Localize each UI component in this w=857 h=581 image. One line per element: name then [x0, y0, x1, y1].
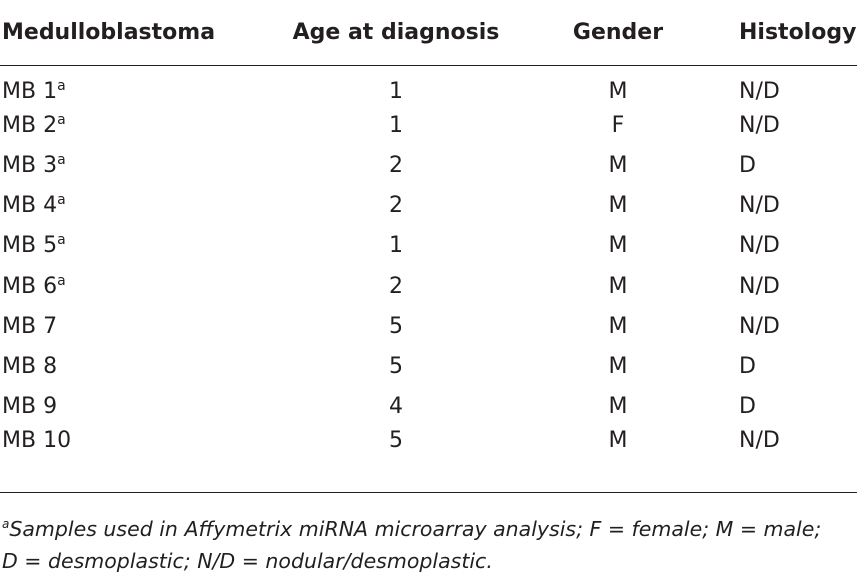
cell-gender: M: [608, 78, 628, 104]
cell-histology: N/D: [739, 112, 780, 138]
footnote-text-1: Samples used in Affymetrix miRNA microar…: [9, 517, 822, 541]
table-header: Medulloblastoma Age at diagnosis Gender …: [0, 0, 857, 66]
footnote-marker: a: [57, 272, 66, 289]
table-row: MB 10 5 M N/D: [0, 427, 857, 467]
cell-gender: M: [608, 273, 628, 299]
cell-histology: N/D: [739, 78, 780, 104]
cell-age: 1: [389, 78, 403, 104]
cell-gender: M: [608, 152, 628, 178]
column-header-histology: Histology: [708, 0, 857, 66]
sample-name: MB 6: [2, 273, 58, 299]
column-header-age: Age at diagnosis: [264, 0, 528, 66]
sample-name: MB 5: [2, 233, 58, 259]
column-header-medulloblastoma: Medulloblastoma: [0, 0, 264, 66]
cell-age: 5: [389, 353, 403, 379]
footnote-line-1: aSamples used in Affymetrix miRNA microa…: [2, 513, 852, 545]
cell-age: 2: [389, 152, 403, 178]
cell-medulloblastoma: MB 4a: [0, 186, 264, 226]
cell-histology: N/D: [739, 428, 780, 454]
footnote-mark: a: [2, 517, 10, 531]
cell-age: 2: [389, 273, 403, 299]
table-body: MB 1a 1 M N/D MB 2a 1 F N/D MB 3a 2 M D MB 4a 2 M N/D MB…: [0, 65, 857, 467]
cell-gender: F: [611, 112, 625, 138]
cell-histology: N/D: [739, 313, 780, 339]
table-row: MB 1a 1 M N/D: [0, 65, 857, 105]
footnote-marker: a: [57, 77, 66, 94]
cell-gender: M: [608, 233, 628, 259]
cell-age: 1: [389, 112, 403, 138]
footnote-marker: a: [57, 192, 66, 209]
cell-histology: N/D: [739, 193, 780, 219]
header-row: Medulloblastoma Age at diagnosis Gender …: [0, 0, 857, 66]
cell-gender: M: [608, 353, 628, 379]
cell-medulloblastoma: MB 8: [0, 346, 264, 386]
cell-age: 5: [389, 313, 403, 339]
cell-histology: N/D: [739, 273, 780, 299]
footnote-marker: a: [57, 232, 66, 249]
data-table-container: Medulloblastoma Age at diagnosis Gender …: [0, 0, 857, 467]
cell-histology: N/D: [739, 233, 780, 259]
footnote-line-2: D = desmoplastic; N/D = nodular/desmopla…: [2, 549, 493, 573]
table-row: MB 8 5 M D: [0, 346, 857, 386]
table-bottom-rule: [0, 492, 857, 493]
cell-medulloblastoma: MB 3a: [0, 145, 264, 185]
cell-medulloblastoma: MB 9: [0, 387, 264, 427]
cell-age: 5: [389, 428, 403, 454]
sample-name: MB 3: [2, 152, 58, 178]
sample-name: MB 8: [2, 353, 58, 379]
cell-gender: M: [608, 394, 628, 420]
sample-name: MB 9: [2, 394, 58, 420]
cell-medulloblastoma: MB 10: [0, 427, 264, 467]
table-row: MB 6a 2 M N/D: [0, 266, 857, 306]
table-row: MB 5a 1 M N/D: [0, 226, 857, 266]
sample-name: MB 10: [2, 428, 72, 454]
cell-age: 2: [389, 193, 403, 219]
cell-gender: M: [608, 193, 628, 219]
cell-age: 1: [389, 233, 403, 259]
table-row: MB 4a 2 M N/D: [0, 186, 857, 226]
cell-histology: D: [739, 353, 756, 379]
table-row: MB 3a 2 M D: [0, 145, 857, 185]
footnote-marker: a: [57, 151, 66, 168]
medulloblastoma-table: Medulloblastoma Age at diagnosis Gender …: [0, 0, 857, 467]
cell-gender: M: [608, 428, 628, 454]
footnote-marker: a: [57, 111, 66, 128]
table-row: MB 7 5 M N/D: [0, 306, 857, 346]
cell-medulloblastoma: MB 1a: [0, 65, 264, 105]
cell-gender: M: [608, 313, 628, 339]
cell-medulloblastoma: MB 6a: [0, 266, 264, 306]
sample-name: MB 1: [2, 78, 58, 104]
cell-histology: D: [739, 152, 756, 178]
cell-age: 4: [389, 394, 403, 420]
cell-medulloblastoma: MB 5a: [0, 226, 264, 266]
cell-medulloblastoma: MB 2a: [0, 105, 264, 145]
sample-name: MB 2: [2, 112, 58, 138]
cell-histology: D: [739, 394, 756, 420]
table-row: MB 2a 1 F N/D: [0, 105, 857, 145]
table-row: MB 9 4 M D: [0, 387, 857, 427]
column-header-gender: Gender: [528, 0, 708, 66]
cell-medulloblastoma: MB 7: [0, 306, 264, 346]
sample-name: MB 4: [2, 193, 58, 219]
table-footnote: aSamples used in Affymetrix miRNA microa…: [2, 513, 852, 577]
sample-name: MB 7: [2, 313, 58, 339]
